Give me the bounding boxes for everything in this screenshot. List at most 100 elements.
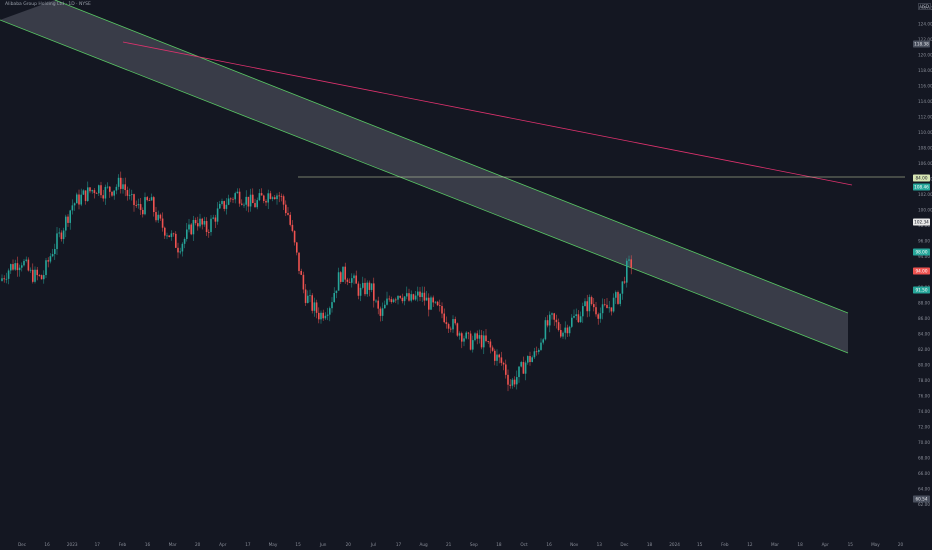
candle-body <box>263 195 265 201</box>
price-tag-label: 60.54 <box>916 497 928 502</box>
candle-body <box>296 242 298 253</box>
candle-body <box>102 195 104 199</box>
candle-body <box>203 221 206 225</box>
price-tick-label: 84.00 <box>918 332 930 337</box>
candle-body <box>34 269 36 282</box>
candle-body <box>535 351 538 353</box>
candle-body <box>421 292 423 298</box>
time-tick-label: May <box>871 542 880 547</box>
candle-body <box>414 295 417 300</box>
candle-body <box>318 312 320 320</box>
candle-body <box>36 269 38 276</box>
candle-body <box>628 259 630 261</box>
price-tick-label: 86.00 <box>918 316 930 321</box>
candle-body <box>10 264 12 271</box>
candle-body <box>201 218 203 225</box>
candle-body <box>271 197 274 199</box>
candle-body <box>27 259 30 271</box>
candle-body <box>406 293 408 297</box>
price-tag-bg <box>913 495 930 503</box>
candle-body <box>509 384 511 386</box>
candle-body <box>511 379 514 386</box>
price-tag-label: 91.50 <box>916 288 928 293</box>
candle-body <box>247 196 250 207</box>
candle-body <box>397 295 399 300</box>
candle-body <box>175 233 177 248</box>
channel-fill <box>0 0 848 353</box>
candle-body <box>267 193 269 203</box>
candle-body <box>359 287 362 296</box>
price-tag-label: 102.34 <box>914 220 929 225</box>
candle-body <box>315 302 318 313</box>
price-tag-label: 94.00 <box>916 269 928 274</box>
candle-body <box>205 221 208 233</box>
candle-body <box>364 282 366 295</box>
candle-body <box>38 275 41 276</box>
candle-body <box>14 263 16 270</box>
candle-body <box>441 306 443 314</box>
candle-body <box>18 267 21 271</box>
candle-body <box>21 265 23 268</box>
candle-body <box>571 317 573 327</box>
candle-body <box>335 290 338 294</box>
price-tick-label: 64.00 <box>918 487 930 492</box>
candle-body <box>553 313 555 320</box>
time-tick-label: 16 <box>546 542 552 547</box>
currency-button[interactable]: USD <box>918 3 931 10</box>
candle-body <box>606 304 608 309</box>
candle-body <box>243 204 245 206</box>
candle-body <box>329 308 331 315</box>
candle-body <box>104 186 107 199</box>
channel-upper-line <box>54 0 849 314</box>
price-tick-label: 116.00 <box>918 84 932 89</box>
candle-body <box>84 190 87 201</box>
candle-body <box>346 279 349 282</box>
candle-body <box>502 362 505 365</box>
candle-body <box>333 293 335 303</box>
candle-body <box>131 194 133 195</box>
price-tag-bg <box>913 40 930 48</box>
candle-body <box>188 224 190 230</box>
candle-body <box>302 274 305 290</box>
candle-body <box>199 218 201 227</box>
candle-body <box>214 217 217 222</box>
price-tick-label: 66.00 <box>918 471 930 476</box>
candle-body <box>366 282 368 295</box>
candle-body <box>249 194 252 207</box>
candle-body <box>425 297 428 301</box>
candle-body <box>285 204 287 214</box>
time-tick-label: 2023 <box>67 542 78 547</box>
candle-body <box>45 260 47 276</box>
candle-body <box>65 216 67 231</box>
candlesticks <box>1 171 632 392</box>
candle-body <box>340 272 342 282</box>
price-tick-label: 112.00 <box>918 115 932 120</box>
candle-body <box>617 292 619 304</box>
price-tick-label: 102.00 <box>918 192 932 197</box>
candle-body <box>608 307 610 309</box>
candle-body <box>516 377 518 385</box>
price-tag-bg <box>913 248 930 256</box>
candle-body <box>324 315 327 319</box>
candle-body <box>527 356 529 363</box>
candle-body <box>342 266 344 282</box>
candle-body <box>458 333 461 336</box>
candle-body <box>120 177 122 189</box>
candle-body <box>353 275 355 279</box>
price-tick-label: 122.00 <box>918 37 932 42</box>
time-tick-label: Dec <box>18 542 27 547</box>
candle-body <box>445 322 448 325</box>
time-tick-label: 15 <box>295 542 301 547</box>
time-tick-label: May <box>269 542 278 547</box>
candle-body <box>489 341 492 348</box>
candle-body <box>183 238 186 244</box>
candle-body <box>186 229 188 239</box>
price-tick-label: 96.00 <box>918 239 930 244</box>
candle-body <box>122 184 124 189</box>
candle-body <box>269 193 272 199</box>
time-tick-label: 21 <box>446 542 452 547</box>
candle-body <box>234 193 236 200</box>
candle-body <box>344 266 346 280</box>
candle-body <box>419 291 421 298</box>
